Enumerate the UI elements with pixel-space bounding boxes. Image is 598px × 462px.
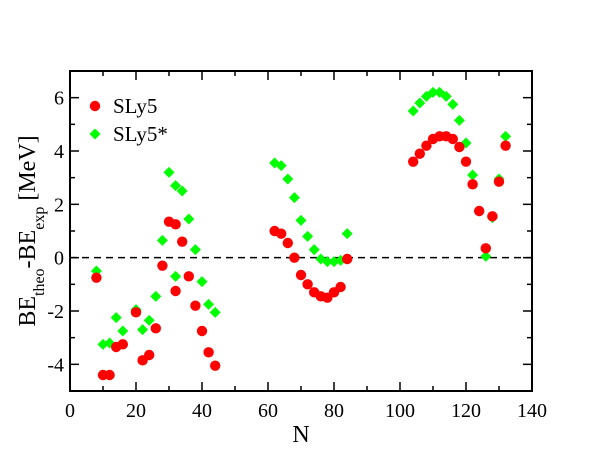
data-point-circle [190, 300, 201, 311]
data-point-circle [493, 176, 505, 187]
data-point-circle [447, 133, 458, 145]
data-point-circle [421, 140, 432, 151]
data-point-circle [302, 279, 313, 290]
data-point-circle [150, 323, 161, 334]
x-tick-label: 120 [451, 400, 481, 422]
x-tick-label: 60 [258, 400, 278, 422]
legend-label: SLy5* [113, 122, 168, 146]
data-point-circle [500, 140, 511, 151]
data-point-circle [157, 260, 168, 271]
data-point-circle [460, 156, 472, 167]
data-point-circle [210, 360, 221, 371]
data-point-circle [203, 347, 214, 358]
series-sly5- [90, 86, 512, 350]
data-point-circle [170, 285, 181, 297]
series-layer [90, 86, 512, 381]
data-point-circle [91, 272, 102, 283]
y-tick-label: -2 [47, 301, 64, 323]
data-point-diamond [467, 169, 479, 181]
data-point-diamond [170, 180, 182, 192]
data-point-diamond [308, 244, 320, 256]
data-point-diamond [447, 98, 459, 110]
data-point-circle [170, 219, 181, 230]
data-point-circle [408, 156, 419, 167]
data-point-diamond [295, 214, 307, 226]
data-point-diamond [176, 185, 188, 197]
x-tick-label: 0 [65, 400, 75, 422]
y-label-subscript: exp [31, 207, 48, 230]
data-point-diamond [500, 130, 512, 142]
data-point-circle [117, 339, 128, 350]
data-point-diamond [150, 290, 162, 302]
data-point-diamond [137, 324, 149, 336]
data-point-circle [342, 253, 353, 265]
x-tick-label: 40 [192, 400, 212, 422]
y-tick-label: -4 [47, 354, 64, 376]
data-point-diamond [196, 276, 208, 288]
data-point-diamond [183, 213, 195, 225]
y-tick-label: 0 [54, 248, 64, 270]
legend: SLy5 SLy5* [89, 94, 168, 146]
y-axis-label: BEtheo-BEexp [MeV] [15, 135, 48, 326]
data-point-circle [130, 307, 142, 318]
legend-label: SLy5 [113, 94, 157, 118]
data-point-diamond [288, 192, 300, 204]
data-point-diamond [163, 166, 175, 178]
y-tick-label: 2 [54, 194, 64, 216]
data-point-diamond [414, 97, 426, 109]
data-point-circle [487, 211, 498, 222]
x-axis-label: N [292, 422, 309, 448]
x-tick-label: 140 [517, 400, 547, 422]
data-point-diamond [203, 298, 215, 310]
data-point-diamond [480, 250, 492, 262]
data-point-diamond [453, 114, 465, 126]
y-label-subscript: theo [31, 268, 48, 296]
data-point-diamond [143, 314, 155, 326]
legend-marker [89, 100, 101, 112]
x-tick-label: 100 [385, 400, 415, 422]
data-point-circle [104, 369, 115, 381]
data-point-circle [467, 179, 478, 190]
data-point-circle [295, 269, 307, 281]
data-point-diamond [110, 312, 122, 324]
y-tick-label: 4 [54, 141, 64, 163]
data-point-diamond [189, 244, 201, 256]
data-point-circle [454, 141, 465, 153]
x-tick-label: 80 [324, 400, 344, 422]
data-point-circle [177, 236, 188, 247]
data-point-diamond [170, 270, 182, 282]
x-tick-label: 20 [126, 400, 146, 422]
data-point-circle [282, 237, 293, 249]
data-point-diamond [275, 160, 287, 172]
data-point-circle [474, 205, 485, 217]
data-point-diamond [440, 90, 452, 102]
data-point-circle [414, 148, 425, 159]
legend-marker [89, 128, 101, 140]
data-point-diamond [427, 86, 439, 98]
tick-layer: 0 20 40 60 80 100 120 140 -4 -2 0 2 4 6 [47, 70, 547, 422]
data-point-diamond [321, 256, 333, 268]
data-point-circle [144, 349, 155, 361]
series-sly5 [91, 131, 511, 381]
data-point-circle [335, 281, 346, 293]
data-point-circle [276, 228, 287, 239]
data-point-diamond [117, 325, 129, 337]
y-label-part: BE [15, 296, 41, 327]
data-point-diamond [302, 230, 314, 242]
data-point-circle [196, 325, 208, 337]
data-point-diamond [282, 173, 294, 185]
data-point-circle [480, 243, 491, 254]
y-label-part: -BE [15, 230, 41, 269]
y-label-part: [MeV] [15, 135, 41, 206]
y-tick-label: 6 [54, 88, 64, 110]
data-point-circle [289, 252, 300, 263]
data-point-diamond [156, 234, 168, 246]
data-point-diamond [341, 228, 353, 240]
data-point-diamond [209, 306, 221, 318]
data-point-diamond [407, 105, 419, 117]
data-point-circle [183, 271, 194, 282]
